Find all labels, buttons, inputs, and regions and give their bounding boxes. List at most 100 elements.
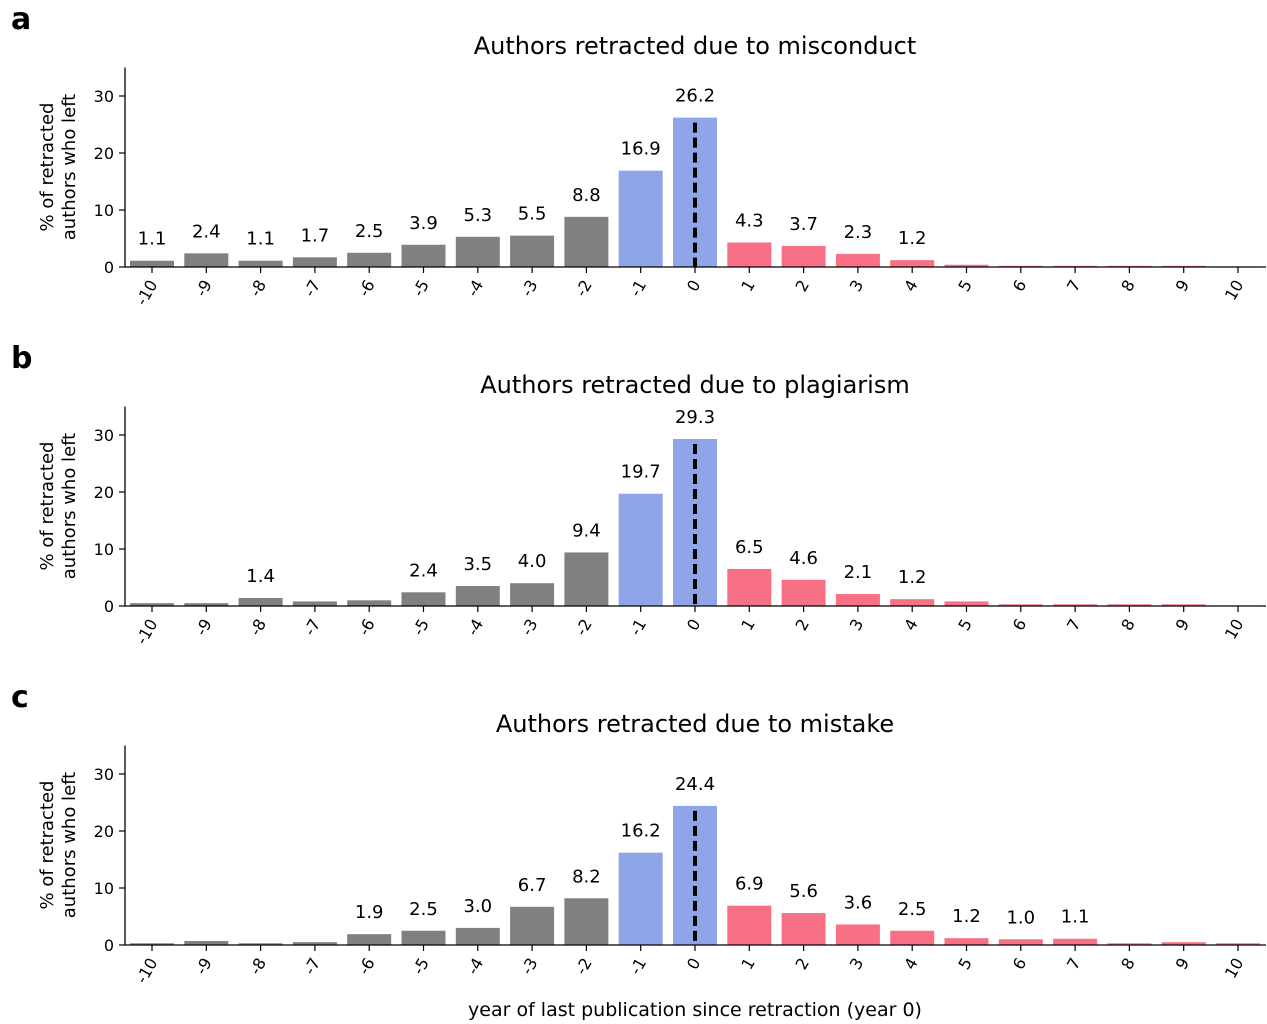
x-tick-label: -4 (463, 616, 487, 639)
bar (564, 216, 609, 267)
bar (510, 906, 555, 945)
data-label: 6.7 (518, 875, 547, 896)
x-tick-label: 8 (1117, 277, 1139, 295)
x-tick-label: -10 (132, 955, 162, 987)
y-tick-label: 30 (94, 87, 114, 106)
x-tick-label: 9 (1172, 277, 1194, 295)
x-tick-label: 7 (1063, 277, 1085, 295)
x-tick-label: 10 (1221, 955, 1248, 982)
bar (1053, 604, 1098, 606)
x-tick-label: -4 (463, 277, 487, 300)
bar (292, 257, 337, 267)
x-tick-label: -5 (409, 616, 433, 639)
data-label: 4.6 (789, 548, 818, 569)
bar (564, 552, 609, 606)
bar (1161, 604, 1206, 606)
data-label: 3.6 (844, 892, 873, 913)
data-label: 9.4 (572, 520, 601, 541)
x-tick-label: -1 (626, 955, 650, 978)
data-label: 1.2 (898, 567, 927, 588)
x-tick-label: -6 (354, 277, 378, 300)
data-label: 2.4 (409, 560, 438, 581)
data-label: 2.4 (192, 221, 221, 242)
bar (944, 264, 989, 267)
bar (835, 924, 880, 945)
x-tick-label: -9 (191, 955, 215, 978)
data-label: 2.3 (844, 222, 873, 243)
panel-title: Authors retracted due to mistake (496, 710, 894, 738)
data-label: 6.5 (735, 537, 764, 558)
x-tick-label: -10 (132, 277, 162, 309)
x-tick-label: -2 (571, 616, 595, 639)
bar (455, 927, 500, 945)
x-tick-label: -2 (571, 955, 595, 978)
x-tick-label: 2 (792, 955, 814, 973)
x-tick-label: 5 (954, 955, 976, 973)
bar (130, 943, 174, 945)
bar (1107, 604, 1152, 606)
x-tick-label: 9 (1172, 955, 1194, 973)
bar (781, 579, 826, 606)
x-tick-label: -9 (191, 277, 215, 300)
bar (1053, 938, 1098, 945)
x-tick-label: -3 (517, 277, 541, 300)
bar (238, 260, 283, 267)
data-label: 26.2 (675, 86, 715, 107)
data-label: 16.2 (621, 821, 661, 842)
y-tick-label: 10 (94, 879, 114, 898)
bar (130, 603, 174, 606)
y-tick-label: 0 (104, 258, 114, 277)
data-label: 1.1 (138, 229, 167, 250)
data-label: 1.1 (1061, 907, 1090, 928)
data-label: 2.5 (355, 221, 384, 242)
bar (727, 905, 772, 945)
x-tick-label: 4 (900, 277, 922, 295)
y-tick-label: 10 (94, 201, 114, 220)
y-tick-label: 20 (94, 144, 114, 163)
y-tick-label: 30 (94, 765, 114, 784)
x-tick-label: -6 (354, 616, 378, 639)
bar (238, 943, 283, 945)
data-label: 4.3 (735, 210, 764, 231)
x-tick-label: 2 (792, 616, 814, 634)
x-tick-label: 4 (900, 616, 922, 634)
bar (130, 260, 174, 267)
panel-b: b Authors retracted due to plagiarism % of… (11, 341, 1266, 648)
x-tick-label: -5 (409, 955, 433, 978)
figure-xlabel: year of last publication since retractio… (468, 999, 922, 1021)
bar (510, 583, 555, 606)
data-label: 24.4 (675, 774, 715, 795)
bar (184, 253, 229, 267)
x-tick-label: 0 (683, 277, 705, 295)
bar (401, 244, 446, 267)
x-tick-label: 8 (1117, 955, 1139, 973)
panel-a: a Authors retracted due to misconduct % of… (11, 2, 1266, 309)
x-tick-label: -3 (517, 955, 541, 978)
bar (184, 603, 229, 606)
data-label: 2.1 (844, 562, 873, 583)
x-tick-label: 9 (1172, 616, 1194, 634)
bar (618, 170, 663, 267)
data-label: 4.0 (518, 551, 547, 572)
bar (1107, 943, 1152, 945)
panel-letter: a (11, 2, 31, 37)
panel-title: Authors retracted due to misconduct (474, 32, 917, 60)
x-tick-label: -9 (191, 616, 215, 639)
panel-title: Authors retracted due to plagiarism (480, 371, 909, 399)
x-tick-label: 7 (1063, 616, 1085, 634)
x-tick-label: -7 (300, 616, 324, 639)
data-label: 1.4 (246, 566, 275, 587)
bar (998, 604, 1043, 606)
bar (781, 913, 826, 945)
bar (292, 942, 337, 945)
data-label: 1.0 (1006, 907, 1035, 928)
data-label: 16.9 (621, 139, 661, 160)
data-label: 3.0 (463, 896, 492, 917)
data-label: 3.9 (409, 213, 438, 234)
x-tick-label: 7 (1063, 955, 1085, 973)
bar (401, 592, 446, 606)
data-label: 19.7 (621, 462, 661, 483)
x-tick-label: 8 (1117, 616, 1139, 634)
x-tick-label: 2 (792, 277, 814, 295)
